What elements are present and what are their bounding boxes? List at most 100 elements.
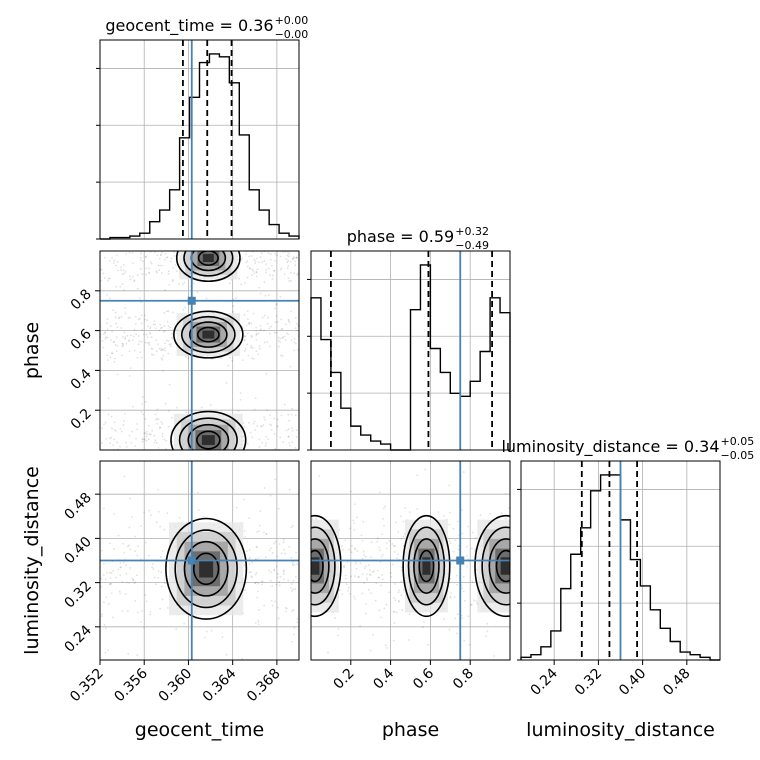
sample-point	[520, 233, 522, 235]
sample-point	[277, 419, 279, 421]
sample-point	[384, 261, 386, 263]
sample-point	[620, 330, 622, 332]
sample-point	[607, 549, 609, 551]
sample-point	[304, 559, 306, 561]
sample-point	[363, 247, 365, 249]
sample-point	[264, 419, 266, 421]
sample-point	[51, 458, 53, 460]
sample-point	[447, 334, 449, 336]
sample-point	[343, 597, 345, 599]
sample-point	[324, 265, 326, 267]
sample-point	[482, 462, 484, 464]
sample-point	[577, 576, 579, 578]
sample-point	[432, 263, 434, 265]
sample-point	[85, 256, 87, 258]
sample-point	[109, 564, 111, 566]
sample-point	[432, 315, 434, 317]
sample-point	[443, 326, 445, 328]
sample-point	[40, 264, 42, 266]
sample-point	[382, 315, 384, 317]
sample-point	[426, 247, 428, 249]
sample-point	[187, 248, 189, 250]
sample-point	[340, 432, 342, 434]
sample-point	[304, 562, 306, 564]
sample-point	[652, 526, 654, 528]
sample-point	[90, 554, 92, 556]
sample-point	[142, 523, 144, 525]
sample-point	[291, 414, 293, 416]
sample-point	[166, 339, 168, 341]
sample-point	[365, 440, 367, 442]
sample-point	[290, 310, 292, 312]
sample-point	[212, 454, 214, 456]
sample-point	[275, 304, 277, 306]
sample-point	[56, 542, 58, 544]
sample-point	[279, 543, 281, 545]
sample-point	[487, 434, 489, 436]
sample-point	[419, 326, 421, 328]
sample-point	[251, 322, 253, 324]
sample-point	[301, 423, 303, 425]
sample-point	[385, 553, 387, 555]
sample-point	[400, 581, 402, 583]
sample-point	[119, 592, 121, 594]
sample-point	[326, 254, 328, 256]
sample-point	[315, 327, 317, 329]
sample-point	[361, 456, 363, 458]
sample-point	[169, 327, 171, 329]
sample-point	[332, 280, 334, 282]
sample-point	[639, 597, 641, 599]
sample-point	[395, 266, 397, 268]
sample-point	[93, 549, 95, 551]
sample-point	[572, 432, 574, 434]
sample-point	[303, 572, 305, 574]
sample-point	[306, 631, 308, 633]
sample-point	[78, 286, 80, 288]
sample-point	[508, 507, 510, 509]
sample-point	[140, 621, 142, 623]
sample-point	[108, 603, 110, 605]
sample-point	[259, 348, 261, 350]
sample-point	[513, 569, 515, 571]
sample-point	[573, 590, 575, 592]
sample-point	[545, 262, 547, 264]
sample-point	[312, 338, 314, 340]
sample-point	[205, 243, 207, 245]
sample-point	[669, 575, 671, 577]
sample-point	[274, 321, 276, 323]
sample-point	[455, 265, 457, 267]
sample-point	[134, 445, 136, 447]
sample-point	[389, 503, 391, 505]
sample-point	[472, 342, 474, 344]
sample-point	[5, 590, 7, 592]
sample-point	[404, 274, 406, 276]
sample-point	[173, 464, 175, 466]
sample-point	[393, 569, 395, 571]
sample-point	[475, 421, 477, 423]
sample-point	[197, 507, 199, 509]
sample-point	[754, 431, 756, 433]
sample-point	[238, 410, 240, 412]
sample-point	[276, 315, 278, 317]
sample-point	[104, 257, 106, 259]
sample-point	[19, 249, 21, 251]
sample-point	[270, 547, 272, 549]
sample-point	[256, 597, 258, 599]
sample-point	[551, 327, 553, 329]
sample-point	[362, 338, 364, 340]
sample-point	[306, 334, 308, 336]
sample-point	[312, 419, 314, 421]
sample-point	[16, 547, 18, 549]
sample-point	[431, 259, 433, 261]
sample-point	[432, 268, 434, 270]
sample-point	[161, 357, 163, 359]
sample-point	[71, 536, 73, 538]
sample-point	[207, 453, 209, 455]
sample-point	[308, 528, 310, 530]
sample-point	[156, 350, 158, 352]
sample-point	[327, 652, 329, 654]
sample-point	[594, 333, 596, 335]
sample-point	[250, 432, 252, 434]
sample-point	[115, 265, 117, 267]
sample-point	[364, 447, 366, 449]
